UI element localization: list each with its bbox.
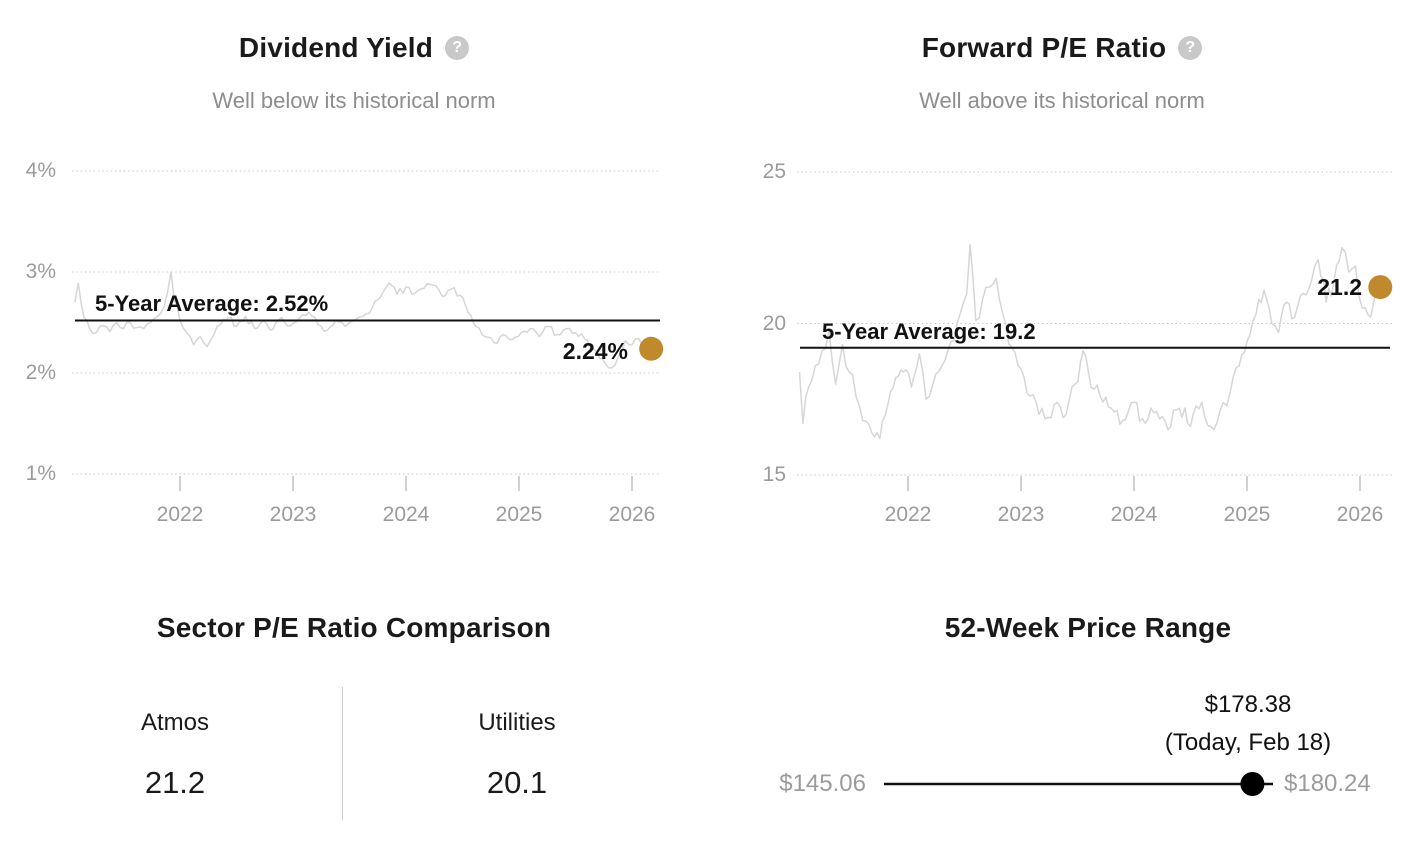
price-range-title: 52-Week Price Range bbox=[944, 612, 1232, 643]
y-tick-label: 3% bbox=[25, 260, 56, 283]
x-tick-label: 2025 bbox=[495, 503, 543, 526]
x-tick-label: 2025 bbox=[1223, 503, 1271, 526]
x-tick-label: 2023 bbox=[269, 503, 317, 526]
y-tick-label: 2% bbox=[25, 361, 56, 384]
y-tick-label: 4% bbox=[25, 159, 56, 182]
dividend-yield-subtitle: Well below its historical norm bbox=[212, 88, 496, 113]
forward-pe-current-value: 21.2 bbox=[1317, 274, 1362, 300]
price-range-current-dot bbox=[1240, 772, 1265, 796]
x-tick-label: 2023 bbox=[997, 503, 1045, 526]
y-tick-label: 25 bbox=[762, 160, 786, 183]
x-tick-label: 2022 bbox=[884, 503, 932, 526]
x-tick-label: 2024 bbox=[382, 503, 430, 526]
dividend-yield-title: Dividend Yield bbox=[238, 32, 434, 63]
help-icon[interactable]: ? bbox=[1178, 36, 1203, 60]
x-tick-label: 2026 bbox=[608, 503, 656, 526]
price-range-title-row: 52-Week Price Range bbox=[760, 612, 1416, 644]
sector-column-value-atmos: 21.2 bbox=[144, 765, 206, 800]
price-range-high-label: $180.24 bbox=[1284, 770, 1371, 797]
price-range-current-value: $178.38 bbox=[1204, 691, 1292, 718]
dividend-yield-average-label: 5-Year Average: 2.52% bbox=[95, 291, 329, 316]
price-range-current-date: (Today, Feb 18) bbox=[1164, 729, 1332, 756]
forward-pe-average-label: 5-Year Average: 19.2 bbox=[822, 319, 1036, 344]
sector-column-label-atmos: Atmos bbox=[140, 709, 209, 736]
price-range-low-label: $145.06 bbox=[779, 770, 866, 797]
x-tick-label: 2022 bbox=[156, 503, 204, 526]
forward-pe-title: Forward P/E Ratio bbox=[921, 32, 1167, 63]
dividend-yield-title-row: Dividend Yield ? bbox=[0, 32, 708, 64]
dividend-yield-line bbox=[74, 271, 652, 369]
sector-comparison-title-row: Sector P/E Ratio Comparison bbox=[0, 612, 708, 644]
dividend-yield-current-dot bbox=[639, 336, 664, 361]
y-tick-label: 20 bbox=[762, 311, 786, 335]
y-tick-label: 1% bbox=[25, 462, 56, 485]
sector-column-value-utilities: 20.1 bbox=[486, 765, 548, 800]
forward-pe-subtitle: Well above its historical norm bbox=[919, 88, 1205, 113]
forward-pe-title-row: Forward P/E Ratio ? bbox=[708, 32, 1416, 64]
help-icon[interactable]: ? bbox=[445, 36, 470, 60]
y-tick-label: 15 bbox=[762, 463, 786, 486]
x-tick-label: 2026 bbox=[1336, 503, 1384, 526]
column-divider bbox=[342, 687, 343, 820]
forward-pe-current-dot bbox=[1368, 275, 1393, 300]
dividend-yield-current-value: 2.24% bbox=[562, 338, 628, 364]
sector-comparison-title: Sector P/E Ratio Comparison bbox=[156, 612, 552, 643]
forward-pe-line bbox=[798, 243, 1381, 440]
sector-column-label-utilities: Utilities bbox=[478, 709, 556, 736]
x-tick-label: 2024 bbox=[1110, 503, 1158, 526]
